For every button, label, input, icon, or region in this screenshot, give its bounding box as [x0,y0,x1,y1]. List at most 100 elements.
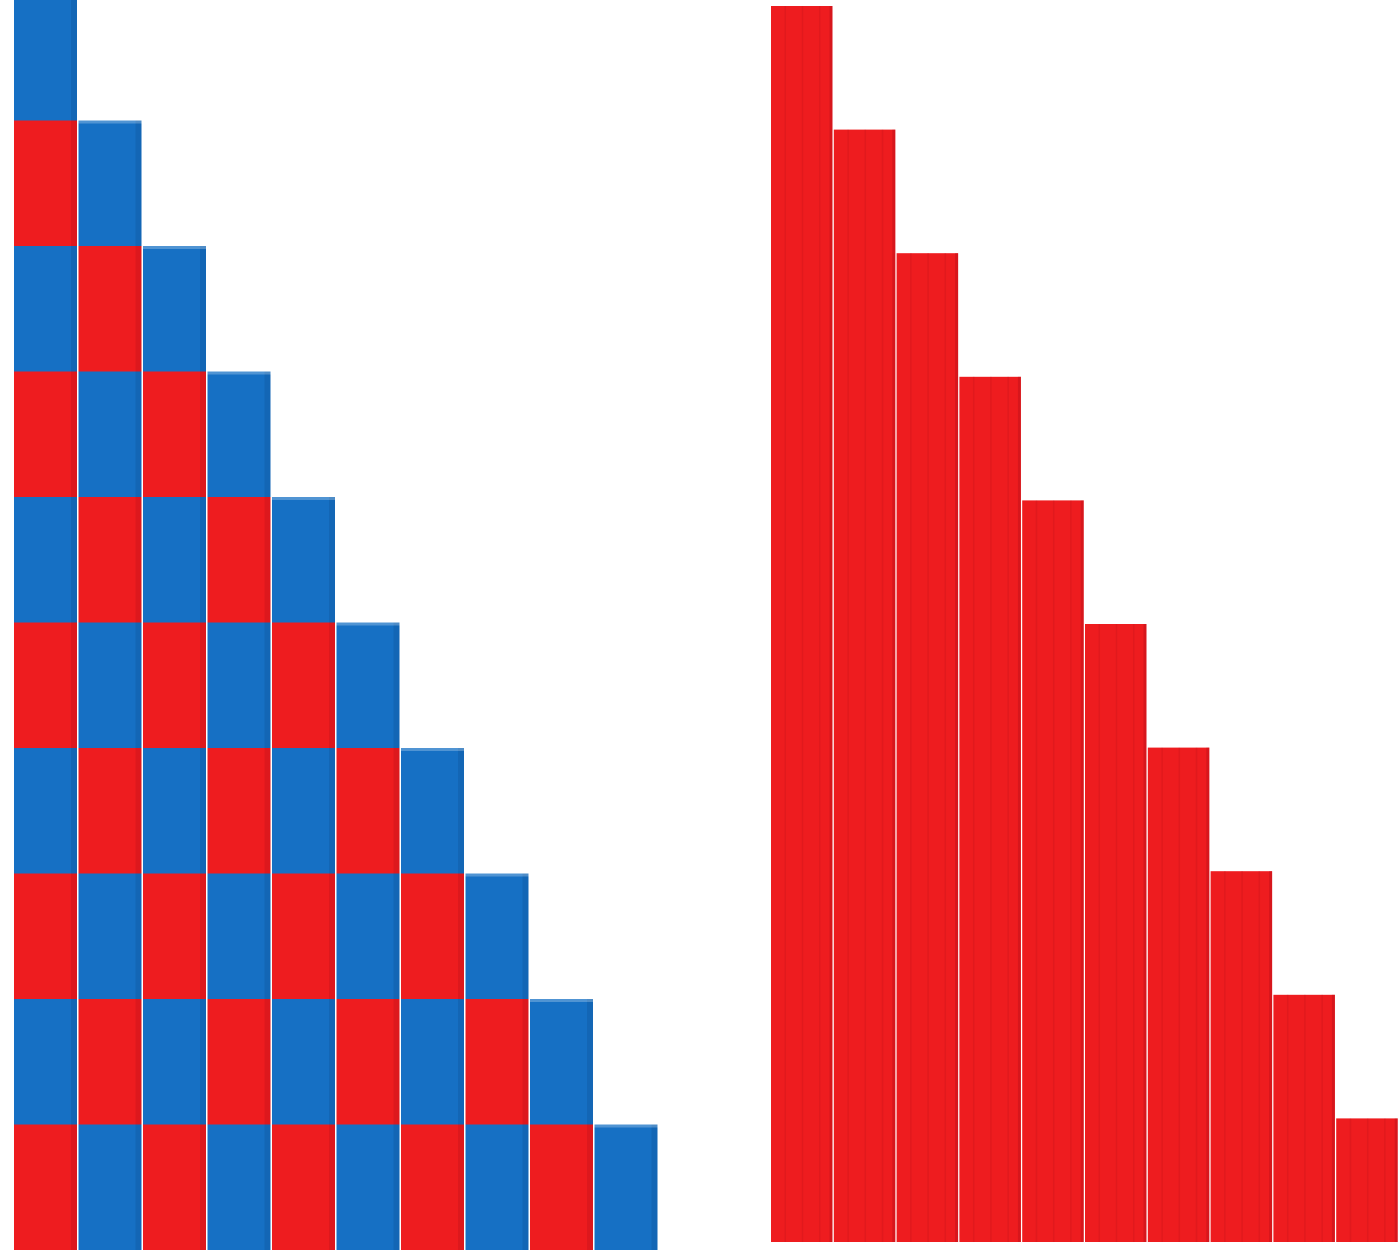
rod-segment-blue [207,873,271,999]
rod-segment-blue [401,748,464,874]
red-rod-9 [833,129,896,1243]
rod-segment-blue [143,748,206,874]
rod-segment-blue [78,120,142,246]
rod-segment-red [78,497,142,623]
wood-grain [1132,624,1135,1242]
wood-grain [1052,500,1055,1242]
rod-segment-shade [200,999,206,1125]
rod-segment-shade [135,622,142,748]
rod-segment-blue [530,999,593,1125]
rod-segment-blue [14,748,77,874]
wood-grain [1286,994,1289,1242]
rod-segment-shade [71,748,77,874]
rod-segment-shade [393,1124,400,1250]
rod-segment-shade [200,246,206,372]
wood-grain [944,253,947,1242]
rod-segment-shade [587,999,593,1125]
rod-segment-red [401,1124,464,1250]
number-rod-5 [336,622,400,1250]
rod-segment-red [78,246,142,372]
rod-segment-shade [135,120,142,246]
rod-segment-red [143,1124,206,1250]
number-rod-6 [272,497,335,1250]
number-rod-8 [143,246,206,1250]
rod-segment-blue [336,622,400,748]
red-rod-3 [1210,871,1273,1242]
rod-segment-shade [522,873,529,999]
number-rod-1 [594,1124,658,1250]
number-rod-9 [78,120,142,1250]
red-rod-body [959,376,1021,1242]
wood-grain [990,376,992,1242]
wood-grain [1115,624,1118,1242]
rod-segment-shade [264,371,271,497]
rod-segment-shade [264,748,271,874]
wood-grain [818,6,821,1242]
rod-segment-shade [135,1124,142,1250]
rod-segment-blue [78,622,142,748]
wood-grain [972,376,975,1242]
rod-segment-blue [143,497,206,623]
rod-segment-blue [207,1124,271,1250]
rod-top-highlight [401,748,464,751]
rod-segment-blue [465,873,529,999]
rod-segment-shade [200,622,206,748]
rod-segment-red [272,1124,335,1250]
rod-segment-blue [207,622,271,748]
rod-segment-red [14,371,77,497]
rod-segment-blue [14,999,77,1125]
red-rod-edge [1080,500,1084,1242]
wood-grain [881,129,884,1243]
rod-segment-shade [458,999,464,1125]
number-rod-2 [530,999,593,1250]
rod-segment-red [14,622,77,748]
rod-top-highlight [465,873,529,877]
number-rods-staircase [14,0,658,1250]
rod-segment-shade [200,497,206,623]
rod-segment-shade [393,999,400,1125]
rod-segment-shade [200,371,206,497]
red-rod-edge [1394,1118,1398,1242]
red-rod-body [1147,747,1210,1242]
wood-grain [1304,994,1306,1242]
rod-segment-red [272,622,335,748]
rod-segment-red [143,873,206,999]
rod-segment-red [207,999,271,1125]
rod-segment-blue [401,999,464,1125]
rod-segment-shade [522,1124,529,1250]
rod-segment-blue [14,0,77,121]
red-rod-edge [1269,871,1273,1242]
wood-grain [1224,871,1226,1242]
rod-segment-blue [14,246,77,372]
rod-segment-shade [393,622,400,748]
rod-segment-red [78,748,142,874]
wood-grain [910,253,912,1242]
rod-segment-shade [71,0,77,121]
rod-segment-shade [329,999,335,1125]
number-rod-4 [401,748,464,1250]
rod-segment-red [272,873,335,999]
rod-segment-red [14,1124,77,1250]
rod-top-highlight [272,497,335,500]
rod-segment-shade [200,1124,206,1250]
rod-segment-shade [71,622,77,748]
rod-segment-red [14,120,77,246]
rod-segment-blue [336,873,400,999]
wood-grain [847,129,849,1243]
rod-segment-shade [329,622,335,748]
red-rod-body [1273,994,1335,1242]
rod-segment-shade [135,873,142,999]
rod-segment-blue [78,873,142,999]
red-rod-5 [1085,624,1147,1242]
rod-segment-blue [272,497,335,623]
red-rod-7 [959,376,1021,1242]
red-rod-body [896,253,959,1242]
rod-segment-shade [329,497,335,623]
rod-segment-red [336,999,400,1125]
rod-segment-red [530,1124,593,1250]
wood-grain [1195,747,1198,1242]
rod-segment-red [336,748,400,874]
rod-segment-shade [264,622,271,748]
red-rod-body [1085,624,1147,1242]
